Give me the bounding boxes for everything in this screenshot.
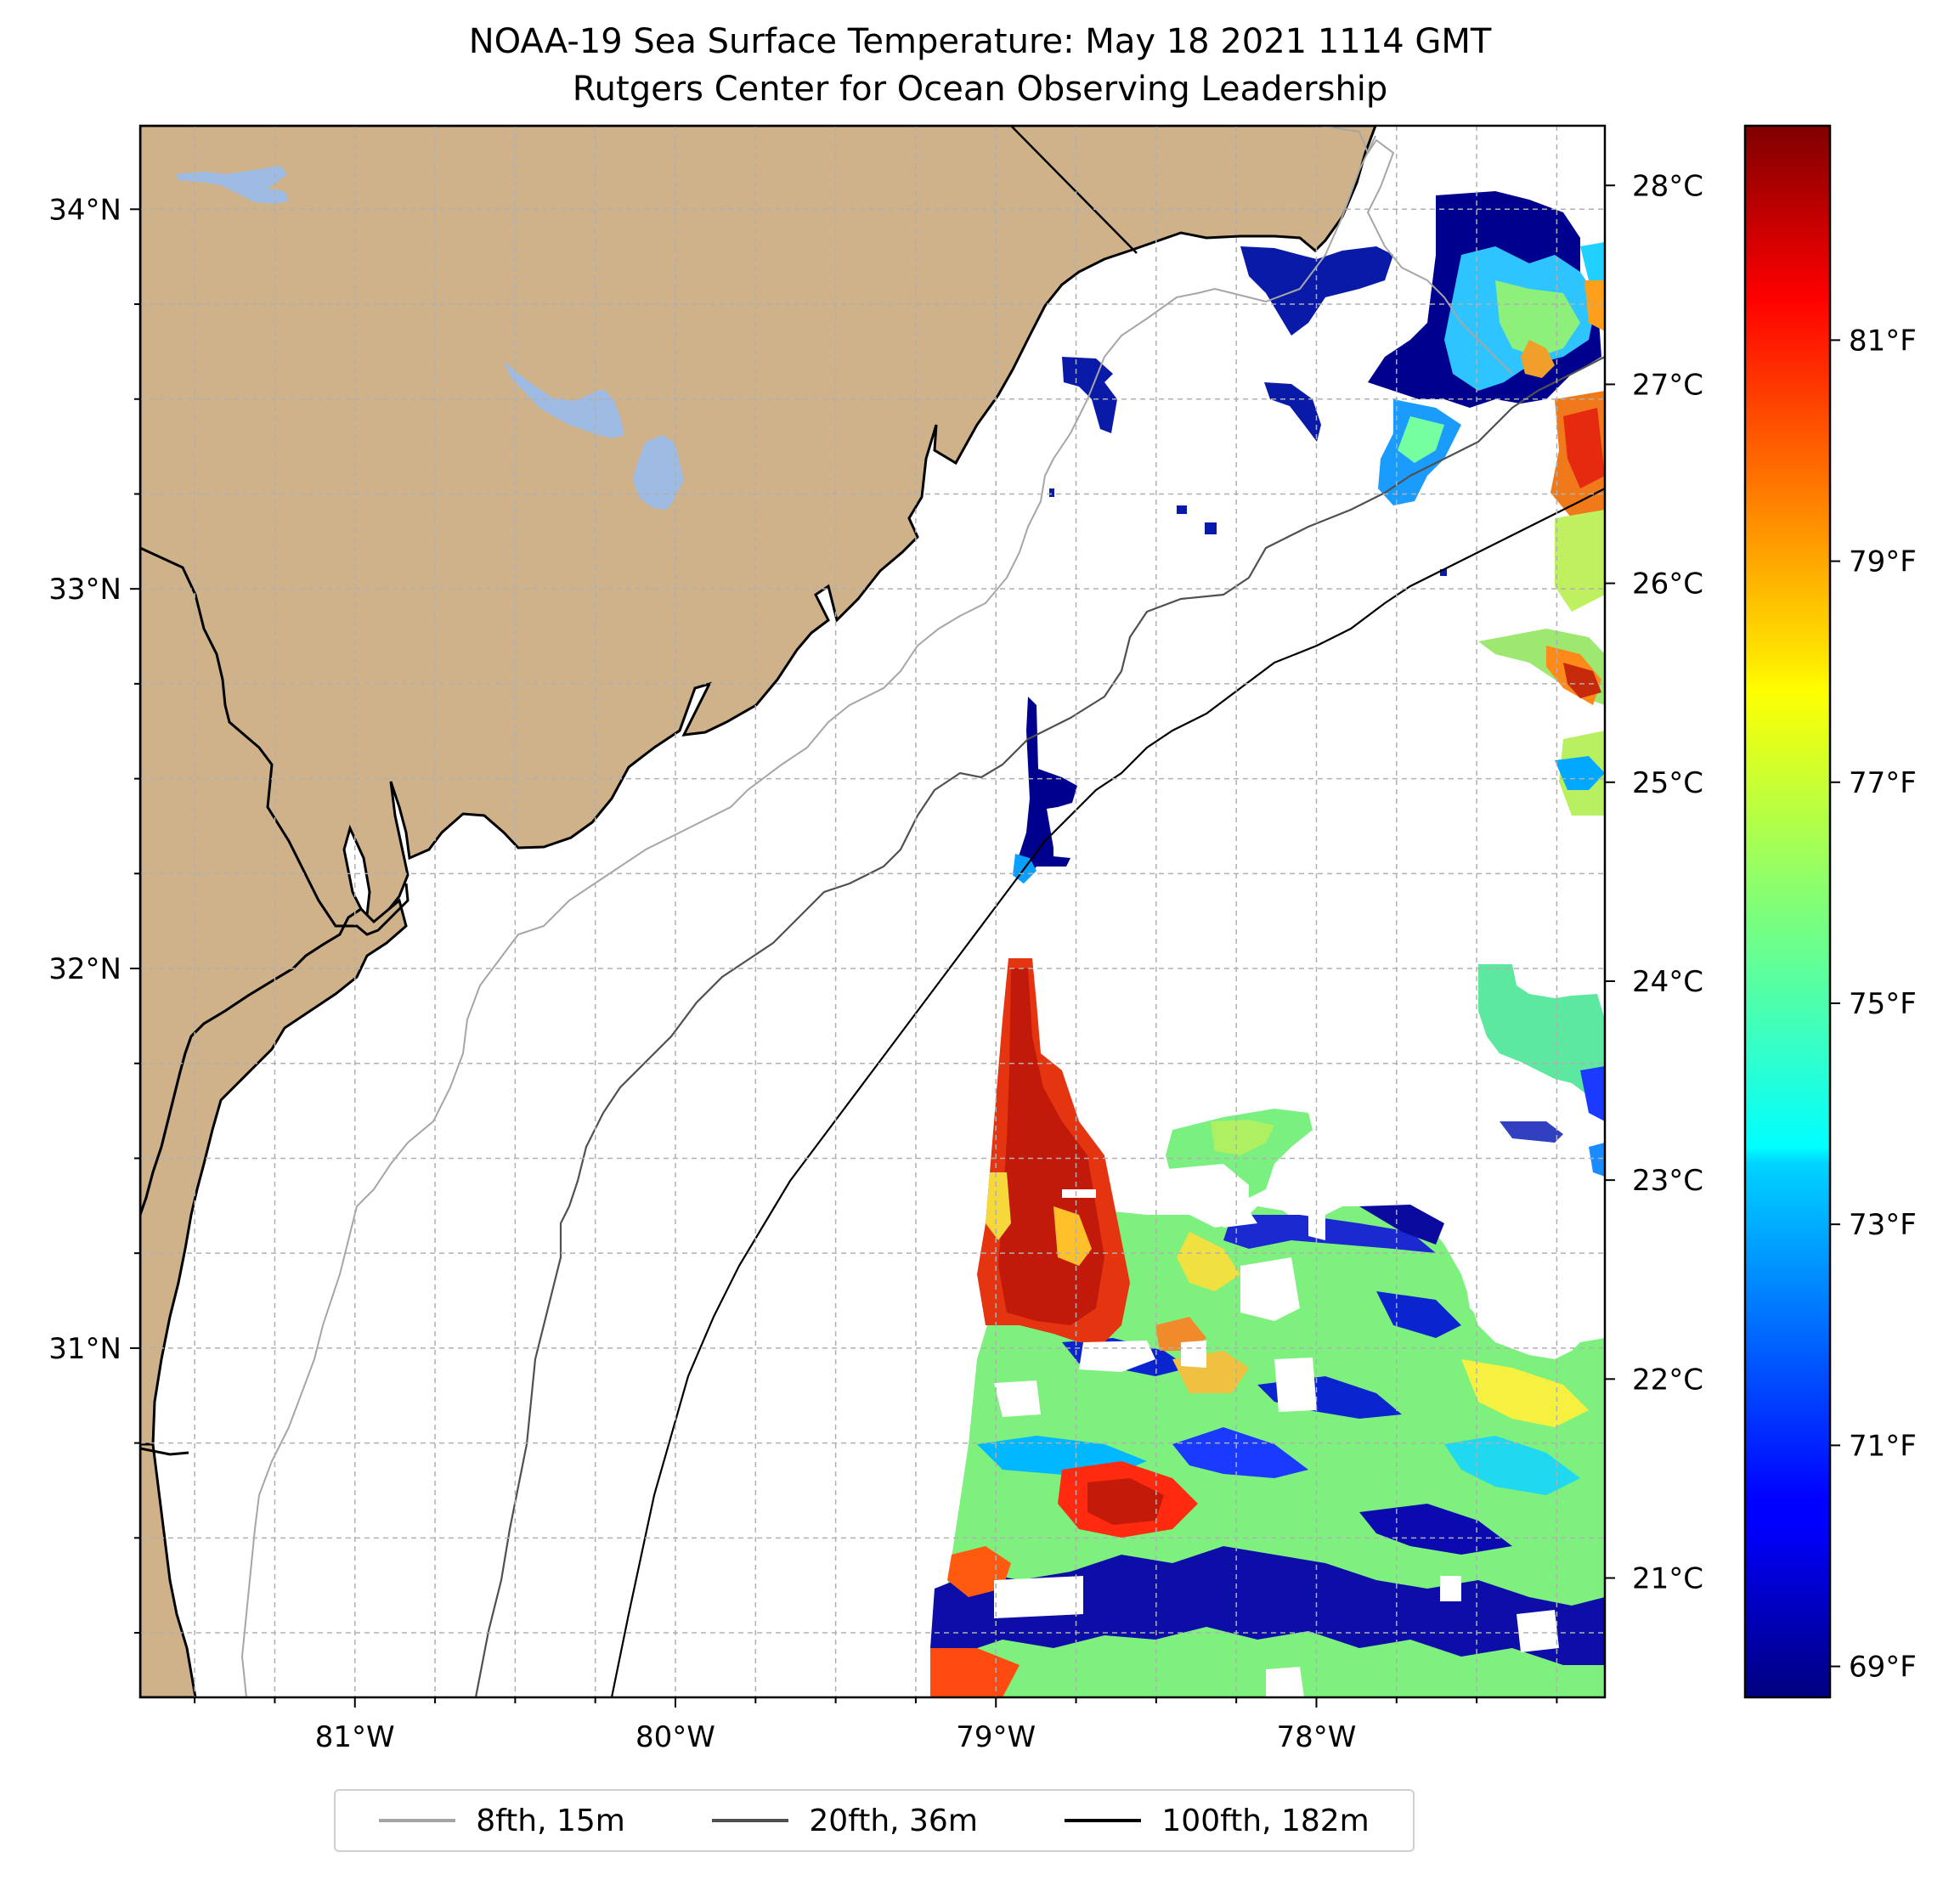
lake-1 <box>176 166 289 204</box>
map-area <box>140 126 1605 1697</box>
celsius-tick-label: 23°C <box>1632 1164 1703 1198</box>
lat-tick-label: 33°N <box>48 573 121 607</box>
colorbar <box>1743 124 1832 1699</box>
lat-tick-label: 34°N <box>48 193 121 227</box>
fahrenheit-tick-label: 77°F <box>1849 766 1917 800</box>
legend-item-8fth: 8fth, 15m <box>379 1804 625 1838</box>
legend-item-100fth: 100fth, 182m <box>1065 1803 1370 1838</box>
isobath-8fth-upper <box>1320 126 1513 375</box>
legend-label-20fth: 20fth, 36m <box>809 1803 978 1838</box>
state-boundary-north <box>1010 126 1138 254</box>
celsius-tick-label: 26°C <box>1632 567 1703 601</box>
celsius-tick-label: 22°C <box>1632 1363 1703 1397</box>
title-line-2: Rutgers Center for Ocean Observing Leade… <box>572 70 1388 109</box>
longitude-ticks: 81°W 80°W 79°W 78°W <box>194 1697 1558 1754</box>
state-boundary-ga-fl <box>140 1447 189 1456</box>
sst-data <box>930 191 1605 1697</box>
legend: 8fth, 15m 20fth, 36m 100fth, 182m <box>334 1789 1415 1852</box>
lake-3 <box>633 435 684 510</box>
latitude-ticks: 34°N 33°N 32°N 31°N <box>48 193 140 1634</box>
celsius-tick-label: 25°C <box>1632 766 1703 800</box>
lat-tick-label: 32°N <box>48 952 121 986</box>
legend-swatch-100fth <box>1065 1819 1142 1822</box>
gridlines <box>140 126 1605 1697</box>
isobath-8fth <box>240 135 1376 1697</box>
lon-tick-label: 80°W <box>635 1720 715 1754</box>
fahrenheit-tick-label: 73°F <box>1849 1208 1917 1242</box>
colorbar-fahrenheit-ticks: 81°F 79°F 77°F 75°F 73°F 71°F 69°F <box>1830 324 1917 1685</box>
celsius-tick-label: 21°C <box>1632 1561 1703 1595</box>
legend-swatch-20fth <box>712 1819 789 1822</box>
lake-2 <box>504 361 624 438</box>
isobath-20fth <box>474 356 1605 1697</box>
map-frame <box>138 124 1607 1699</box>
celsius-tick-label: 24°C <box>1632 965 1703 999</box>
lat-tick-label: 31°N <box>48 1332 121 1366</box>
celsius-tick-label: 28°C <box>1632 169 1703 203</box>
fahrenheit-tick-label: 75°F <box>1849 987 1917 1021</box>
lon-tick-label: 79°W <box>956 1720 1036 1754</box>
legend-swatch-8fth <box>379 1819 456 1822</box>
title-line-1: NOAA-19 Sea Surface Temperature: May 18 … <box>468 22 1492 61</box>
legend-label-100fth: 100fth, 182m <box>1161 1803 1370 1838</box>
fahrenheit-tick-label: 69°F <box>1849 1651 1917 1685</box>
lon-tick-label: 78°W <box>1277 1720 1357 1754</box>
colorbar-celsius-ticks: 28°C 27°C 26°C 25°C 24°C 23°C 22°C 21°C <box>1605 169 1703 1595</box>
fahrenheit-tick-label: 81°F <box>1849 324 1917 358</box>
state-boundary-sc-ga <box>140 546 410 936</box>
legend-label-8fth: 8fth, 15m <box>476 1803 625 1838</box>
fahrenheit-tick-label: 79°F <box>1849 545 1917 579</box>
land-south <box>140 898 408 1446</box>
legend-item-20fth: 20fth, 36m <box>712 1804 978 1838</box>
lon-tick-label: 81°W <box>315 1720 395 1754</box>
celsius-tick-label: 27°C <box>1632 368 1703 402</box>
fahrenheit-tick-label: 71°F <box>1849 1429 1917 1463</box>
